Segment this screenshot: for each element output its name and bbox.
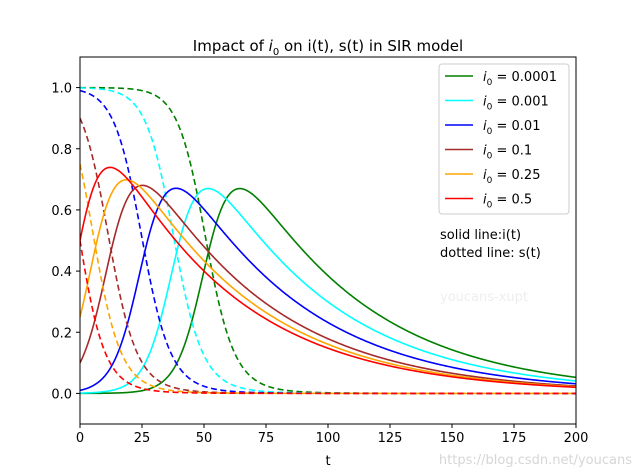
x-axis-ticks: 0 25 50 75 100 125 150 175 200 xyxy=(76,424,589,446)
legend-box xyxy=(438,63,570,215)
watermark-inner: youcans-xupt xyxy=(440,290,528,305)
x-tick-label: 100 xyxy=(316,431,341,446)
series-line-i xyxy=(80,178,576,388)
x-tick-label: 125 xyxy=(378,431,403,446)
y-tick-label: 1.0 xyxy=(51,82,72,97)
y-tick-label: 0.0 xyxy=(51,387,72,402)
x-tick-label: 0 xyxy=(76,431,84,446)
annotation-dotted-line: dotted line: s(t) xyxy=(440,246,541,261)
legend-entry: i0 = 0.0001 xyxy=(483,70,557,88)
legend-entry: i0 = 0.5 xyxy=(483,193,532,211)
series-line-i xyxy=(80,187,576,395)
legend-entry: i0 = 0.1 xyxy=(483,144,532,162)
x-tick-label: 175 xyxy=(502,431,527,446)
x-tick-label: 150 xyxy=(440,431,465,446)
y-tick-label: 0.8 xyxy=(51,143,72,158)
chart-title: Impact of i0 on i(t), s(t) in SIR model xyxy=(193,37,463,58)
legend-entry: i0 = 0.001 xyxy=(483,95,549,113)
y-tick-label: 0.4 xyxy=(51,265,72,280)
y-tick-label: 0.2 xyxy=(51,326,72,341)
legend: i0 = 0.0001 i0 = 0.001 i0 = 0.01 i0 = 0.1 i0… xyxy=(438,63,570,215)
x-tick-label: 200 xyxy=(564,431,589,446)
series-line-i xyxy=(80,187,576,394)
legend-entry: i0 = 0.01 xyxy=(483,119,540,137)
series-line-i xyxy=(80,166,576,389)
x-tick-label: 25 xyxy=(134,431,151,446)
annotation-solid-line: solid line:i(t) xyxy=(440,228,521,243)
watermark-corner: https://blog.csdn.net/youcans xyxy=(439,453,632,468)
x-axis-label: t xyxy=(325,454,330,469)
x-tick-label: 50 xyxy=(196,431,213,446)
series-line-s xyxy=(80,240,576,395)
x-tick-label: 75 xyxy=(258,431,275,446)
y-tick-label: 0.6 xyxy=(51,204,72,219)
series-line-i xyxy=(80,184,576,387)
y-axis-ticks: 0.0 0.2 0.4 0.6 0.8 1.0 xyxy=(51,82,80,402)
series-line-s xyxy=(80,163,576,395)
series-lines xyxy=(80,86,576,395)
legend-entry: i0 = 0.25 xyxy=(483,168,540,186)
